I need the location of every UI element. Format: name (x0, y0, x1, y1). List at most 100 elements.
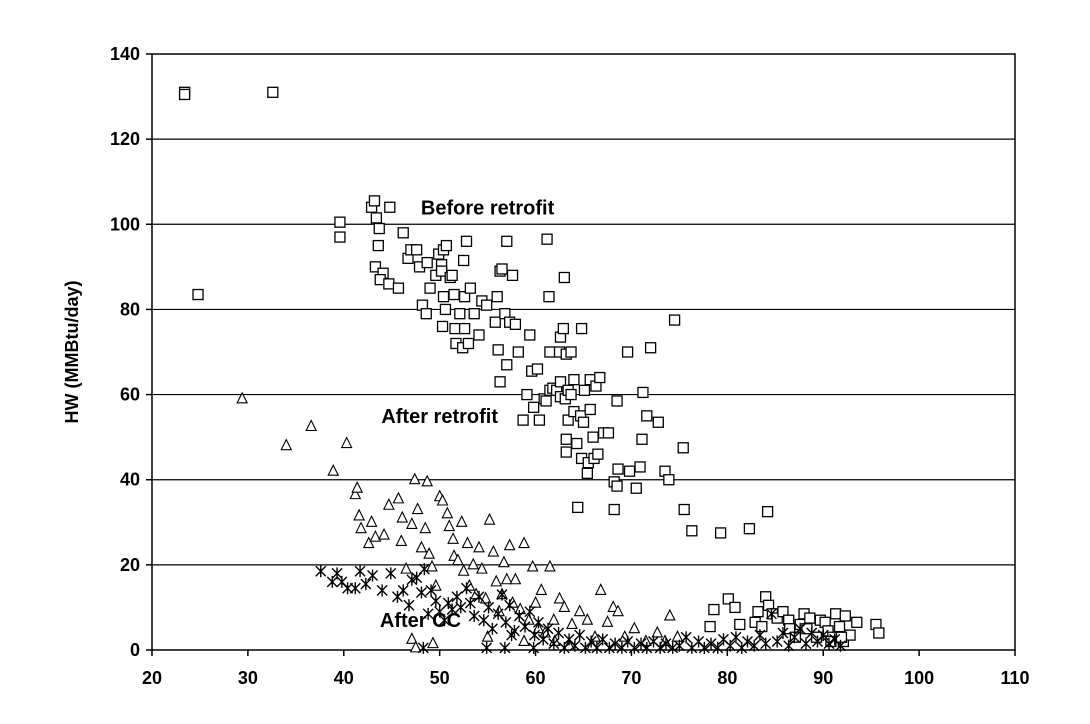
square-marker (612, 463, 624, 475)
square-marker (370, 212, 383, 224)
square-marker (411, 244, 423, 256)
y-tick-label: 40 (120, 470, 140, 490)
square-marker (577, 416, 590, 428)
square-marker (458, 291, 471, 303)
triangle-marker (671, 629, 684, 642)
square-marker (496, 263, 508, 275)
triangle-marker (581, 612, 594, 625)
triangle-marker (612, 604, 624, 617)
square-marker (686, 525, 698, 537)
square-marker (392, 282, 405, 294)
triangle-marker (378, 527, 390, 540)
y-axis-title: HW (MMBtu/day) (62, 281, 82, 424)
star-marker (500, 616, 512, 629)
star-marker (422, 607, 434, 620)
star-marker (513, 609, 525, 622)
x-tick-label: 100 (904, 668, 934, 688)
x-tick-label: 30 (238, 668, 258, 688)
square-marker (611, 395, 623, 407)
square-marker (506, 269, 519, 282)
star-marker (438, 614, 450, 627)
triangle-marker (351, 480, 364, 493)
triangle-marker (487, 544, 500, 557)
triangle-marker (500, 572, 513, 585)
square-marker (663, 474, 675, 486)
triangle-marker (535, 583, 548, 595)
square-marker (464, 282, 477, 294)
square-marker (578, 384, 591, 396)
star-marker (788, 631, 800, 644)
square-marker (644, 342, 657, 354)
star-marker (360, 578, 372, 591)
square-marker (489, 316, 501, 328)
annotation-label: Before retrofit (421, 197, 555, 219)
square-marker (457, 254, 470, 267)
triangle-marker (457, 564, 470, 576)
y-tick-label: 80 (120, 299, 140, 319)
square-marker (722, 593, 734, 605)
y-axis-ticks: 0 20 40 60 80 100 120 140 (110, 44, 152, 660)
star-marker (397, 584, 409, 597)
square-marker (334, 216, 346, 228)
star-marker (483, 601, 495, 614)
square-marker (594, 371, 606, 384)
star-marker (698, 641, 710, 654)
square-marker (565, 346, 577, 358)
star-marker (705, 637, 717, 650)
triangle-marker (447, 532, 459, 544)
triangle-marker (411, 502, 424, 515)
x-tick-label: 20 (142, 668, 162, 688)
triangle-marker (461, 536, 474, 549)
star-marker (315, 565, 327, 578)
triangle-marker (663, 608, 676, 621)
star-marker (403, 599, 415, 612)
square-marker (771, 612, 783, 624)
star-marker (461, 582, 473, 595)
triangle-marker (481, 629, 494, 642)
triangle-marker (280, 438, 293, 451)
square-marker (708, 603, 720, 616)
square-marker (439, 303, 452, 316)
triangle-marker (436, 493, 449, 506)
square-marker (833, 620, 846, 633)
square-marker (557, 322, 570, 335)
triangle-marker (349, 487, 362, 500)
square-marker (448, 288, 460, 301)
square-marker (481, 299, 493, 311)
star-marker (524, 605, 536, 618)
square-marker (608, 503, 620, 516)
star-marker (628, 641, 640, 654)
plot-area (151, 53, 1016, 651)
triangle-marker (503, 538, 516, 551)
star-marker (730, 631, 742, 644)
triangle-marker (408, 472, 421, 485)
triangle-marker (651, 625, 664, 638)
data-markers (178, 86, 885, 654)
square-marker (524, 329, 536, 341)
square-marker (501, 235, 513, 247)
y-tick-label: 0 (130, 640, 140, 660)
triangle-marker (369, 529, 382, 542)
triangle-marker (395, 534, 408, 546)
x-tick-label: 110 (1000, 668, 1029, 688)
square-marker (587, 431, 599, 443)
star-marker (673, 639, 685, 652)
x-tick-label: 70 (621, 668, 641, 688)
square-marker (517, 414, 529, 426)
star-marker (641, 641, 653, 654)
square-marker (384, 201, 396, 213)
square-marker (636, 433, 648, 445)
star-marker (754, 629, 766, 642)
square-marker (436, 320, 449, 333)
triangle-marker (419, 521, 432, 534)
square-marker (572, 501, 584, 514)
star-marker (777, 626, 789, 639)
star-marker (537, 633, 549, 646)
triangle-marker (514, 602, 527, 615)
star-marker (760, 637, 772, 650)
triangle-marker (415, 540, 428, 553)
star-marker (385, 567, 397, 580)
triangle-marker (392, 491, 405, 504)
square-marker (492, 344, 504, 356)
star-marker (415, 586, 427, 599)
